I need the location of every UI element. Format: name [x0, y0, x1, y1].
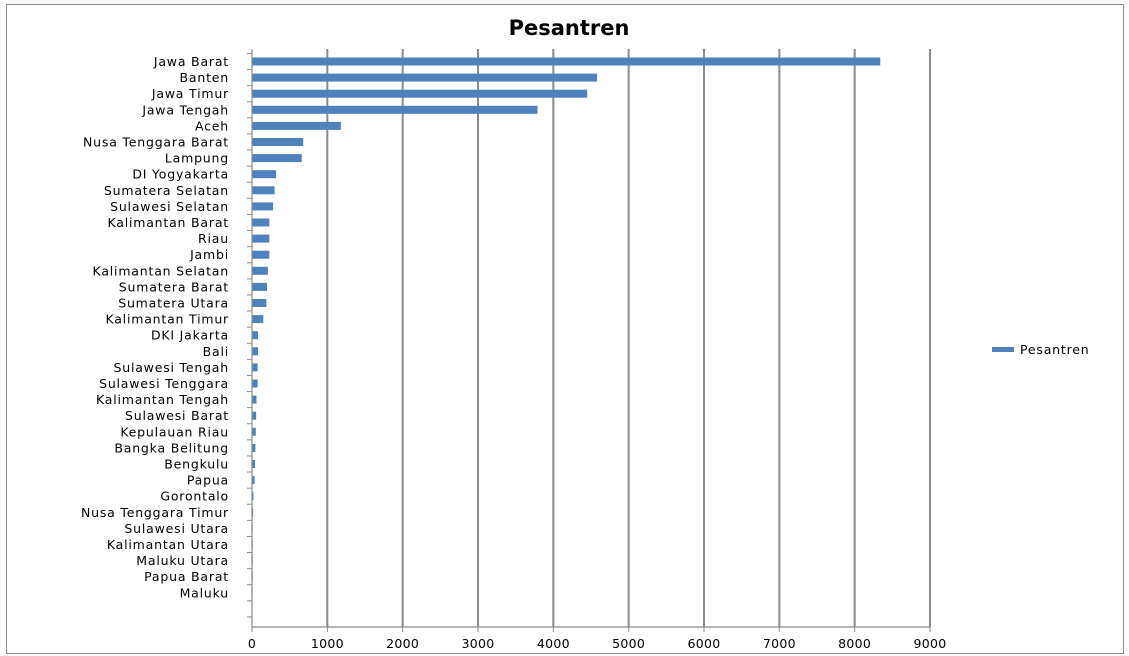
- legend: Pesantren: [992, 342, 1089, 357]
- category-label: Banten: [180, 70, 229, 85]
- x-tick-label: 4000: [537, 636, 570, 651]
- category-label: Sulawesi Tenggara: [99, 376, 229, 391]
- category-label: Bengkulu: [164, 457, 229, 472]
- legend-label: Pesantren: [1020, 342, 1089, 357]
- category-label: Jawa Timur: [151, 86, 229, 101]
- bar: [252, 170, 277, 179]
- bar: [252, 202, 274, 211]
- x-tick-label: 6000: [687, 636, 720, 651]
- category-label: Kalimantan Timur: [105, 312, 229, 327]
- bar: [252, 234, 270, 243]
- category-label: Kalimantan Tengah: [96, 392, 229, 407]
- bar: [252, 218, 270, 227]
- bar: [252, 138, 304, 146]
- category-label: Kalimantan Utara: [107, 537, 229, 552]
- chart-area: Jawa Barat Banten Jawa Timur Jawa Tengah Ace…: [6, 4, 1124, 654]
- bar: [252, 331, 259, 340]
- x-tick-label: 0: [248, 636, 256, 651]
- category-label: Gorontalo: [160, 489, 229, 504]
- bar: [252, 411, 257, 420]
- bar: [252, 427, 256, 436]
- x-tick-labels: 0 1000 2000 3000 4000 5000 6000 7000 8000 9000: [248, 636, 946, 651]
- x-tick-label: 3000: [461, 636, 494, 651]
- bar: [252, 299, 267, 307]
- category-label: Papua: [187, 473, 229, 488]
- category-label: Aceh: [195, 118, 229, 133]
- bar: [252, 186, 275, 195]
- category-label: Jambi: [189, 247, 229, 262]
- bar: [252, 492, 254, 501]
- x-tick-label: 9000: [913, 636, 946, 651]
- category-label: Sulawesi Selatan: [110, 199, 229, 214]
- category-label: Sumatera Barat: [119, 279, 229, 294]
- category-label: Riau: [198, 231, 229, 246]
- category-label: Sumatera Selatan: [104, 183, 229, 198]
- category-label: Sulawesi Utara: [124, 521, 229, 536]
- bar: [252, 154, 302, 163]
- x-tick-label: 7000: [763, 636, 796, 651]
- category-label: Nusa Tenggara Barat: [83, 135, 229, 150]
- bar: [252, 443, 256, 452]
- x-tick-label: 2000: [386, 636, 419, 651]
- chart-title: Pesantren: [509, 16, 630, 40]
- category-label: Sumatera Utara: [118, 296, 229, 311]
- bar: [252, 266, 268, 275]
- bar: [252, 89, 588, 98]
- bar: [252, 363, 258, 372]
- bar: [252, 121, 341, 130]
- bar: [252, 105, 538, 114]
- x-tick-label: 8000: [838, 636, 871, 651]
- bars: [252, 57, 881, 597]
- category-label: Sulawesi Barat: [125, 408, 229, 423]
- bar: [252, 315, 264, 324]
- category-label: Kalimantan Barat: [107, 215, 229, 230]
- category-label: Sulawesi Tengah: [113, 360, 229, 375]
- category-label: Jawa Barat: [153, 54, 229, 69]
- gridlines: [326, 49, 931, 627]
- category-label: Maluku Utara: [136, 553, 229, 568]
- bar: [252, 282, 268, 291]
- category-label: Nusa Tenggara Timur: [81, 505, 229, 520]
- category-label: DI Yogyakarta: [132, 167, 229, 182]
- category-label: Bali: [203, 344, 229, 359]
- category-label: Papua Barat: [144, 569, 229, 584]
- category-label: Lampung: [165, 151, 229, 166]
- bar: [252, 250, 270, 259]
- category-label: Bangka Belitung: [114, 440, 229, 455]
- category-label: Maluku: [180, 585, 229, 600]
- bar: [252, 73, 598, 82]
- category-label: Jawa Tengah: [141, 102, 229, 117]
- bar: [252, 395, 257, 404]
- bar: [252, 476, 255, 485]
- category-label: Kepulauan Riau: [120, 424, 229, 439]
- axes: [247, 49, 931, 632]
- bar: [252, 57, 881, 66]
- bar: [252, 379, 258, 388]
- x-tick-label: 1000: [311, 636, 344, 651]
- bar: [252, 460, 256, 468]
- legend-swatch: [992, 347, 1014, 352]
- x-tick-label: 5000: [612, 636, 645, 651]
- bar: [252, 347, 259, 356]
- category-label: Kalimantan Selatan: [93, 263, 229, 278]
- category-label: DKI Jakarta: [151, 328, 229, 343]
